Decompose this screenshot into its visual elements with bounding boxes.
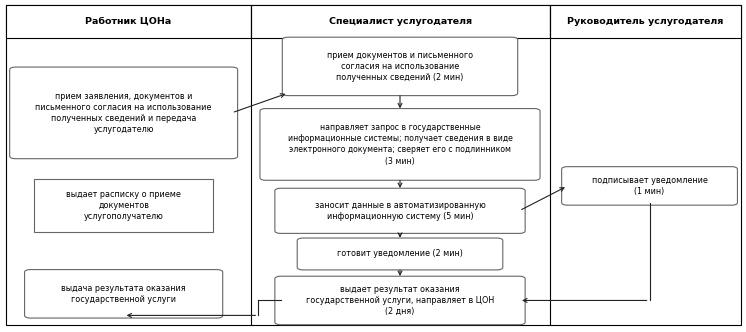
Text: готовит уведомление (2 мин): готовит уведомление (2 мин) xyxy=(337,249,463,259)
Text: выдает результат оказания
государственной услуги, направляет в ЦОН
(2 дня): выдает результат оказания государственно… xyxy=(306,285,494,316)
Text: прием документов и письменного
согласия на использование
полученных сведений (2 : прием документов и письменного согласия … xyxy=(327,51,473,82)
FancyBboxPatch shape xyxy=(282,37,518,96)
FancyBboxPatch shape xyxy=(562,167,738,205)
Text: Специалист услугодателя: Специалист услугодателя xyxy=(329,17,472,26)
FancyBboxPatch shape xyxy=(297,238,503,270)
Text: заносит данные в автоматизированную
информационную систему (5 мин): заносит данные в автоматизированную инфо… xyxy=(315,201,486,221)
Text: выдача результата оказания
государственной услуги: выдача результата оказания государственн… xyxy=(61,284,186,304)
FancyBboxPatch shape xyxy=(275,276,525,325)
FancyBboxPatch shape xyxy=(260,109,540,180)
Text: прием заявления, документов и
письменного согласия на использование
полученных с: прием заявления, документов и письменног… xyxy=(36,92,212,134)
Bar xyxy=(550,5,742,38)
Bar xyxy=(34,179,213,232)
Text: направляет запрос в государственные
информационные системы; получает сведения в : направляет запрос в государственные инфо… xyxy=(287,123,513,166)
Text: подписывает уведомление
(1 мин): подписывает уведомление (1 мин) xyxy=(592,176,707,196)
FancyBboxPatch shape xyxy=(10,67,238,159)
Text: выдает расписку о приеме
документов
услугополучателю: выдает расписку о приеме документов услу… xyxy=(66,190,181,221)
Bar xyxy=(6,5,251,38)
Bar xyxy=(251,5,550,38)
FancyBboxPatch shape xyxy=(275,188,525,233)
Text: Работник ЦОНа: Работник ЦОНа xyxy=(85,17,172,26)
FancyBboxPatch shape xyxy=(25,270,223,318)
Text: Руководитель услугодателя: Руководитель услугодателя xyxy=(568,17,724,26)
